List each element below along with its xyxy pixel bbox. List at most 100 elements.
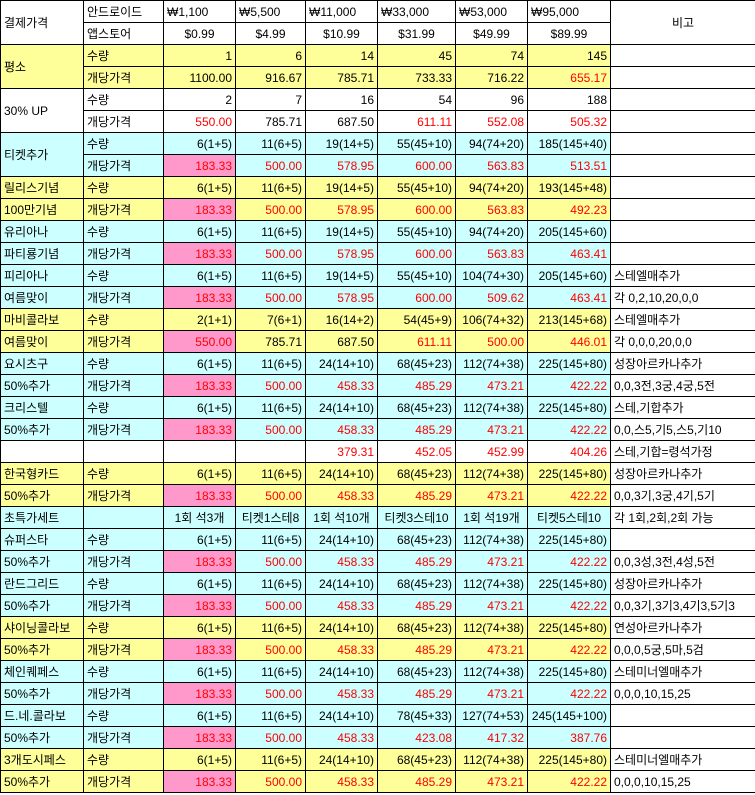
value-cell: 500.00 — [235, 154, 306, 177]
value-cell: 94(74+20) — [455, 176, 528, 199]
value-cell: 485.29 — [377, 682, 456, 705]
row-kind: 개당가격 — [83, 594, 164, 617]
row-label: 마비콜라보 — [0, 308, 84, 331]
value-cell: 485.29 — [377, 550, 456, 573]
row-kind: 개당가격 — [83, 682, 164, 705]
value-cell: 112(74+38) — [455, 462, 528, 485]
row-label: 피리아나 — [0, 264, 84, 287]
header-cell: ₩5,500 — [235, 0, 306, 23]
value-cell: 785.71 — [305, 66, 378, 89]
row-label: 3개도시페스 — [0, 748, 84, 771]
value-cell: 6(1+5) — [163, 132, 236, 155]
value-cell: 11(6+5) — [235, 528, 306, 551]
value-cell: 45 — [377, 44, 456, 67]
value-cell: 422.22 — [527, 550, 611, 573]
value-cell: 55(45+10) — [377, 132, 456, 155]
value-cell: 183.33 — [163, 682, 236, 705]
value-cell: 225(145+80) — [527, 352, 611, 375]
data-row: 크리스텔 수량 6(1+5) 11(6+5) 24(14+10) 68(45+23) 112… — [0, 396, 755, 419]
value-cell: 55(45+10) — [377, 220, 456, 243]
header-cell: $49.99 — [455, 22, 528, 45]
value-cell: 24(14+10) — [305, 352, 378, 375]
row-label: 한국형카드 — [0, 462, 84, 485]
row-kind: 개당가격 — [83, 770, 164, 793]
header-cell: $0.99 — [163, 22, 236, 45]
row-label: 티켓추가 — [0, 132, 84, 177]
value-cell: 티켓5스테10 — [527, 506, 611, 529]
value-cell: 485.29 — [377, 374, 456, 397]
row-kind: 수량 — [83, 462, 164, 485]
value-cell: 104(74+30) — [455, 264, 528, 287]
row-label: 50%추가 — [0, 374, 84, 397]
value-cell: 6(1+5) — [163, 352, 236, 375]
value-cell: 112(74+38) — [455, 352, 528, 375]
value-cell: 183.33 — [163, 484, 236, 507]
note: 0,0,0,5궁,5마,5검 — [610, 638, 755, 661]
value-cell: 11(6+5) — [235, 220, 306, 243]
note: 스테미너엘매추가 — [610, 660, 755, 683]
row-label: 슈퍼스타 — [0, 528, 84, 551]
header-cell: $4.99 — [235, 22, 306, 45]
row-label: 30% UP — [0, 88, 84, 133]
value-cell: 183.33 — [163, 374, 236, 397]
value-cell: 11(6+5) — [235, 132, 306, 155]
value-cell: 422.22 — [527, 770, 611, 793]
row-kind: 수량 — [83, 528, 164, 551]
row-label: 50%추가 — [0, 484, 84, 507]
value-cell: 446.01 — [527, 330, 611, 353]
value-cell: 458.33 — [305, 638, 378, 661]
value-cell: 245(145+100) — [527, 704, 611, 727]
note — [610, 726, 755, 749]
row-kind: 수량 — [83, 44, 164, 67]
value-cell: 485.29 — [377, 594, 456, 617]
row-kind: 수량 — [83, 396, 164, 419]
data-row: 50%추가 개당가격 183.33 500.00 458.33 485.29 473.21 4… — [0, 484, 755, 507]
value-cell: 513.51 — [527, 154, 611, 177]
value-cell: 578.95 — [305, 286, 378, 309]
value-cell: 500.00 — [235, 484, 306, 507]
value-cell: 225(145+80) — [527, 572, 611, 595]
value-cell: 1회 석10개 — [305, 506, 378, 529]
note — [610, 88, 755, 111]
value-cell: 485.29 — [377, 770, 456, 793]
value-cell: 1100.00 — [163, 66, 236, 89]
value-cell: 563.83 — [455, 154, 528, 177]
data-row: 유리아나 수량 6(1+5) 11(6+5) 19(14+5) 55(45+10) 94(7… — [0, 220, 755, 243]
note — [610, 176, 755, 199]
value-cell: 6(1+5) — [163, 396, 236, 419]
row-label: 여름맞이 — [0, 286, 84, 309]
value-cell: 188 — [527, 88, 611, 111]
row-kind — [83, 440, 164, 463]
value-cell: 1회 석19개 — [455, 506, 528, 529]
value-cell: 473.21 — [455, 418, 528, 441]
data-row: 여름맞이 개당가격 183.33 500.00 578.95 600.00 509.62 46… — [0, 286, 755, 309]
note: 성장아르카나추가 — [610, 462, 755, 485]
value-cell: 473.21 — [455, 484, 528, 507]
value-cell: 422.22 — [527, 594, 611, 617]
value-cell: 106(74+32) — [455, 308, 528, 331]
value-cell: 68(45+23) — [377, 748, 456, 771]
value-cell: 54(45+9) — [377, 308, 456, 331]
value-cell: 6(1+5) — [163, 528, 236, 551]
value-cell: 11(6+5) — [235, 616, 306, 639]
value-cell: 68(45+23) — [377, 660, 456, 683]
row-kind: 수량 — [83, 132, 164, 155]
header-cell: 비고 — [610, 0, 755, 45]
header-cell: 결제가격 — [0, 0, 84, 45]
value-cell: 387.76 — [527, 726, 611, 749]
data-row: 슈퍼스타 수량 6(1+5) 11(6+5) 24(14+10) 68(45+23) 112… — [0, 528, 755, 551]
value-cell: 655.17 — [527, 66, 611, 89]
value-cell: 473.21 — [455, 594, 528, 617]
value-cell: 600.00 — [377, 286, 456, 309]
note: 스테미너엘매추가 — [610, 748, 755, 771]
value-cell: 7 — [235, 88, 306, 111]
value-cell: 6(1+5) — [163, 264, 236, 287]
value-cell: 473.21 — [455, 682, 528, 705]
data-row: 50%추가 개당가격 183.33 500.00 458.33 485.29 473.21 4… — [0, 770, 755, 793]
row-label: 50%추가 — [0, 418, 84, 441]
note: 0,0,3기,3기3,4기3,5기3 — [610, 594, 755, 617]
value-cell: 11(6+5) — [235, 704, 306, 727]
note: 각 1회,2회,2회 가능 — [610, 506, 755, 529]
value-cell: 500.00 — [235, 726, 306, 749]
